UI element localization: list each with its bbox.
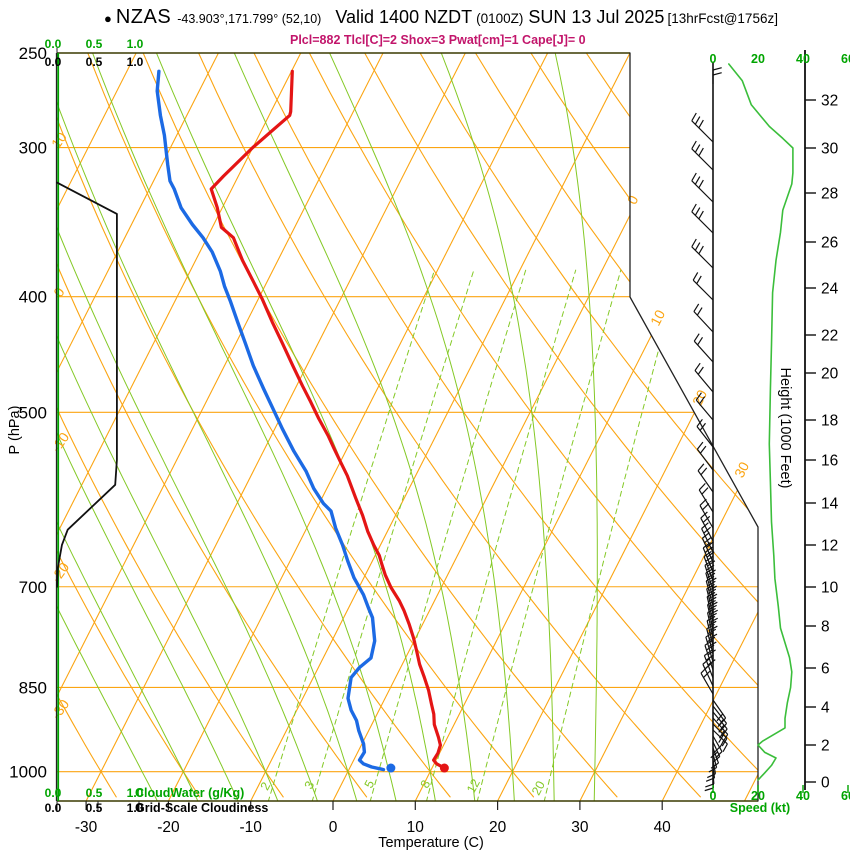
cloud-profiles <box>56 53 118 801</box>
svg-text:0.5: 0.5 <box>86 37 103 51</box>
svg-text:30: 30 <box>571 819 589 836</box>
svg-text:28: 28 <box>821 186 838 203</box>
svg-text:Speed (kt): Speed (kt) <box>730 801 790 815</box>
svg-text:0.0: 0.0 <box>45 786 62 800</box>
wind-speed-curve <box>727 63 794 781</box>
station-id: NZAS <box>115 6 172 28</box>
cloud-scale: 0.00.00.00.00.50.50.50.51.01.01.01.0Clou… <box>45 37 269 815</box>
svg-text:-30: -30 <box>48 696 73 722</box>
svg-text:Height (1000 Feet): Height (1000 Feet) <box>777 368 793 489</box>
surface-dewpoint-dot <box>386 763 396 773</box>
svg-text:-10: -10 <box>239 819 262 836</box>
svg-text:0: 0 <box>821 775 830 792</box>
valid-zulu-time: (0100Z) <box>476 11 524 26</box>
svg-text:850: 850 <box>19 678 47 697</box>
station-coordinates: -43.903°,171.799° (52,10) <box>177 12 322 26</box>
svg-text:4: 4 <box>821 700 830 717</box>
station-bullet-icon: ● <box>104 11 112 26</box>
svg-text:0.0: 0.0 <box>45 37 62 51</box>
svg-text:24: 24 <box>821 281 839 298</box>
svg-text:1.0: 1.0 <box>127 801 144 815</box>
svg-text:26: 26 <box>821 235 838 252</box>
svg-text:0.0: 0.0 <box>45 55 62 69</box>
svg-text:20: 20 <box>751 789 765 803</box>
indices-line: Plcl=882 Tlcl[C]=2 Shox=3 Pwat[cm]=1 Cap… <box>290 33 586 47</box>
svg-text:8: 8 <box>821 619 830 636</box>
svg-text:22: 22 <box>821 328 838 345</box>
svg-text:40: 40 <box>796 789 810 803</box>
skewt-grid <box>57 53 758 801</box>
svg-text:10: 10 <box>407 819 425 836</box>
svg-text:14: 14 <box>821 496 839 513</box>
speed-axis: 00202040406060Speed (kt) <box>710 52 850 815</box>
wind-barbs <box>691 62 729 792</box>
svg-text:0: 0 <box>329 819 338 836</box>
svg-text:12: 12 <box>821 538 838 555</box>
svg-text:10: 10 <box>821 580 839 597</box>
svg-text:-20: -20 <box>48 559 73 585</box>
svg-text:0: 0 <box>624 192 642 206</box>
svg-text:20: 20 <box>751 52 765 66</box>
surface-temperature-dot <box>439 763 449 773</box>
svg-text:20: 20 <box>489 819 507 836</box>
svg-text:P (hPa): P (hPa) <box>7 406 23 455</box>
svg-text:40: 40 <box>796 52 810 66</box>
svg-text:500: 500 <box>19 403 47 422</box>
svg-text:30: 30 <box>821 141 839 158</box>
svg-text:10: 10 <box>647 307 668 328</box>
svg-text:3: 3 <box>302 779 318 792</box>
svg-text:0.0: 0.0 <box>45 801 62 815</box>
svg-text:20: 20 <box>529 779 548 798</box>
svg-text:16: 16 <box>821 453 838 470</box>
svg-text:60: 60 <box>841 52 850 66</box>
svg-text:0: 0 <box>710 52 717 66</box>
svg-text:1.0: 1.0 <box>127 786 144 800</box>
svg-text:60: 60 <box>841 789 850 803</box>
valid-time: Valid 1400 NZDT <box>335 7 473 27</box>
svg-text:12: 12 <box>464 777 483 796</box>
svg-text:20: 20 <box>689 387 710 408</box>
svg-text:40: 40 <box>654 819 672 836</box>
title-bar: ● NZAS -43.903°,171.799° (52,10) Valid 1400… <box>104 6 778 29</box>
svg-text:1.0: 1.0 <box>127 37 144 51</box>
svg-text:250: 250 <box>19 44 47 63</box>
svg-text:400: 400 <box>19 288 47 307</box>
svg-text:18: 18 <box>821 413 838 430</box>
svg-text:1.0: 1.0 <box>127 55 144 69</box>
svg-text:2: 2 <box>821 738 830 755</box>
svg-text:1000: 1000 <box>9 763 47 782</box>
svg-text:0.5: 0.5 <box>86 786 103 800</box>
svg-text:6: 6 <box>821 661 830 678</box>
plot-frame <box>55 48 759 812</box>
svg-text:300: 300 <box>19 139 47 158</box>
svg-text:2: 2 <box>258 780 274 793</box>
svg-text:0.5: 0.5 <box>86 801 103 815</box>
svg-text:0.5: 0.5 <box>86 55 103 69</box>
svg-text:30: 30 <box>731 459 752 480</box>
sounding-curves <box>155 69 449 773</box>
forecast-tag: [13hrFcst@1756z] <box>667 11 778 26</box>
svg-text:700: 700 <box>19 578 47 597</box>
svg-text:Temperature (C): Temperature (C) <box>378 835 484 851</box>
svg-text:CloudWater (g/Kg): CloudWater (g/Kg) <box>135 786 244 800</box>
svg-text:5: 5 <box>362 778 378 791</box>
svg-text:20: 20 <box>821 366 839 383</box>
svg-text:8: 8 <box>418 778 434 791</box>
svg-text:Grid-Scale Cloudiness: Grid-Scale Cloudiness <box>135 801 268 815</box>
valid-date: SUN 13 Jul 2025 <box>528 7 665 27</box>
svg-text:-30: -30 <box>75 819 98 836</box>
svg-text:32: 32 <box>821 93 838 110</box>
svg-text:-20: -20 <box>157 819 180 836</box>
svg-text:0: 0 <box>710 789 717 803</box>
